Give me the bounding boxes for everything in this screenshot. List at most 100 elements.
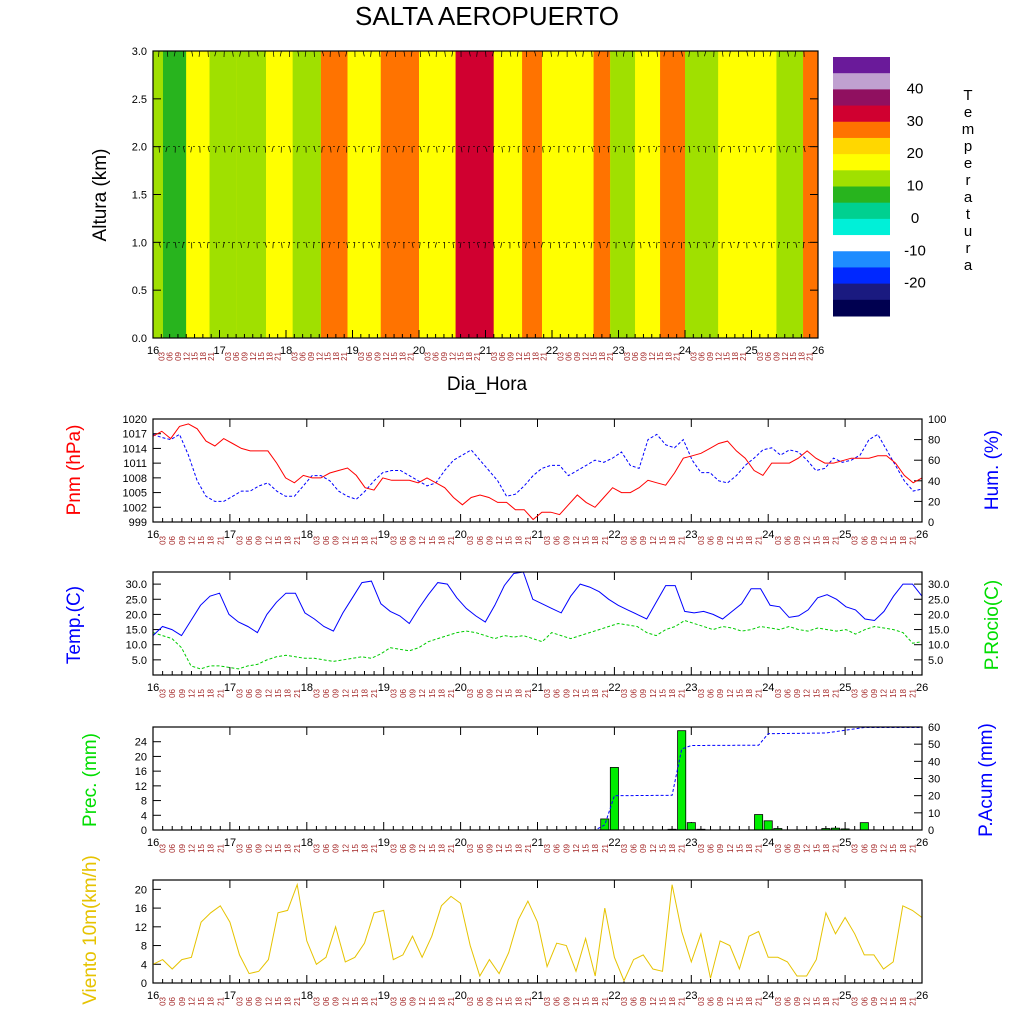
ytick-label: 8 bbox=[141, 941, 147, 953]
heatmap-group: 0.00.51.01.52.02.53.0403020100-10-20Temp… bbox=[132, 46, 975, 361]
colorbar-label: 40 bbox=[907, 80, 924, 97]
hour-tick-label: 12 bbox=[572, 535, 581, 544]
hour-tick-label: 06 bbox=[168, 688, 177, 697]
heatmap-cell bbox=[419, 51, 456, 338]
day-tick-label: 17 bbox=[224, 990, 236, 1002]
colorbar-segment bbox=[833, 154, 890, 171]
ytick-label: 0 bbox=[928, 825, 934, 837]
panel5-ylabel: Viento 10m(km/h) bbox=[80, 855, 101, 1005]
day-tick-label: 16 bbox=[147, 529, 159, 541]
day-tick-label: 19 bbox=[378, 990, 390, 1002]
day-tick-label: 21 bbox=[532, 837, 544, 849]
ytick-label: 15.0 bbox=[928, 625, 949, 637]
hour-tick-label: 12 bbox=[572, 843, 581, 852]
hour-tick-label: 03 bbox=[466, 996, 475, 1005]
heatmap-cell bbox=[610, 51, 635, 338]
hour-tick-label: 18 bbox=[745, 996, 754, 1005]
heatmap-cell bbox=[381, 51, 419, 338]
ytick-label: 4 bbox=[141, 810, 147, 822]
ytick-label: 2.5 bbox=[132, 94, 147, 106]
hour-tick-label: 15 bbox=[889, 843, 898, 852]
ytick-label: 0 bbox=[928, 517, 934, 529]
hour-tick-label: 03 bbox=[851, 843, 860, 852]
hour-tick-label: 06 bbox=[553, 996, 562, 1005]
hour-tick-label: 18 bbox=[360, 996, 369, 1005]
hour-tick-label: 03 bbox=[697, 535, 706, 544]
ytick-label: 30.0 bbox=[928, 579, 949, 591]
hour-tick-label: 09 bbox=[178, 843, 187, 852]
ytick-label: 100 bbox=[928, 414, 946, 426]
hour-tick-label: 12 bbox=[341, 843, 350, 852]
day-tick-label: 18 bbox=[301, 990, 313, 1002]
hour-tick-label: 06 bbox=[553, 843, 562, 852]
hour-tick-label: 03 bbox=[389, 535, 398, 544]
hour-tick-label: 09 bbox=[870, 996, 879, 1005]
hour-tick-label: 09 bbox=[485, 535, 494, 544]
hour-tick-label: 03 bbox=[236, 996, 245, 1005]
ytick-label: 1005 bbox=[123, 488, 147, 500]
hour-tick-label: 15 bbox=[505, 843, 514, 852]
hour-tick-label: 12 bbox=[572, 688, 581, 697]
colorbar-segment bbox=[833, 57, 890, 74]
ytick-label: 60 bbox=[928, 722, 940, 734]
hour-tick-label: 15 bbox=[812, 688, 821, 697]
ytick-label: 12 bbox=[135, 922, 147, 934]
hour-tick-label: 09 bbox=[332, 688, 341, 697]
hour-tick-label: 03 bbox=[159, 843, 168, 852]
day-tick-label: 18 bbox=[301, 837, 313, 849]
hour-tick-label: 18 bbox=[284, 843, 293, 852]
ytick-label: 15.0 bbox=[126, 625, 147, 637]
hour-tick-label: 18 bbox=[437, 843, 446, 852]
hour-tick-label: 06 bbox=[322, 535, 331, 544]
ytick-label: 50 bbox=[928, 739, 940, 751]
hour-tick-label: 15 bbox=[351, 535, 360, 544]
hour-tick-label: 15 bbox=[889, 996, 898, 1005]
heatmap-cell bbox=[594, 51, 611, 338]
heatmap-cell bbox=[569, 51, 594, 338]
hour-tick-label: 06 bbox=[399, 996, 408, 1005]
ytick-label: 20 bbox=[135, 751, 147, 763]
precip-bar bbox=[764, 821, 772, 830]
hour-tick-label: 03 bbox=[620, 688, 629, 697]
day-tick-label: 24 bbox=[762, 529, 774, 541]
ytick-label: 30.0 bbox=[126, 579, 147, 591]
hour-tick-label: 18 bbox=[207, 843, 216, 852]
hour-tick-label: 15 bbox=[658, 843, 667, 852]
day-tick-label: 19 bbox=[378, 682, 390, 694]
hour-tick-label: 18 bbox=[360, 688, 369, 697]
hour-tick-label: 06 bbox=[707, 843, 716, 852]
day-tick-label: 17 bbox=[224, 837, 236, 849]
hour-tick-label: 12 bbox=[726, 688, 735, 697]
hour-tick-label: 12 bbox=[726, 535, 735, 544]
hour-tick-label: 15 bbox=[658, 688, 667, 697]
ytick-label: 1011 bbox=[123, 458, 147, 470]
ytick-label: 1002 bbox=[123, 502, 147, 514]
hour-tick-label: 18 bbox=[437, 996, 446, 1005]
hour-tick-label: 18 bbox=[899, 688, 908, 697]
x-axis-title: Dia_Hora bbox=[447, 374, 528, 395]
heatmap-cell bbox=[635, 51, 660, 338]
hour-tick-label: 06 bbox=[168, 996, 177, 1005]
ytick-label: 20 bbox=[928, 791, 940, 803]
ytick-label: 5.0 bbox=[928, 655, 943, 667]
hour-tick-label: 03 bbox=[389, 843, 398, 852]
ytick-label: 1.5 bbox=[132, 190, 147, 202]
hour-tick-label: 03 bbox=[543, 843, 552, 852]
hour-tick-label: 06 bbox=[476, 843, 485, 852]
hour-tick-label: 06 bbox=[399, 535, 408, 544]
hour-tick-label: 03 bbox=[697, 688, 706, 697]
day-tick-label: 25 bbox=[839, 837, 851, 849]
hour-tick-label: 15 bbox=[351, 688, 360, 697]
hour-tick-label: 06 bbox=[630, 535, 639, 544]
ytick-label: 1017 bbox=[123, 429, 147, 441]
hour-tick-label: 09 bbox=[793, 688, 802, 697]
colorbar-title-letter: T bbox=[963, 87, 972, 104]
hour-tick-label: 15 bbox=[658, 996, 667, 1005]
colorbar-title-letter: r bbox=[966, 240, 971, 257]
hour-tick-label: 18 bbox=[668, 843, 677, 852]
hour-tick-label: 09 bbox=[485, 843, 494, 852]
hour-tick-label: 15 bbox=[582, 688, 591, 697]
hour-tick-label: 03 bbox=[697, 843, 706, 852]
hour-tick-label: 12 bbox=[649, 535, 658, 544]
hour-tick-label: 09 bbox=[562, 843, 571, 852]
